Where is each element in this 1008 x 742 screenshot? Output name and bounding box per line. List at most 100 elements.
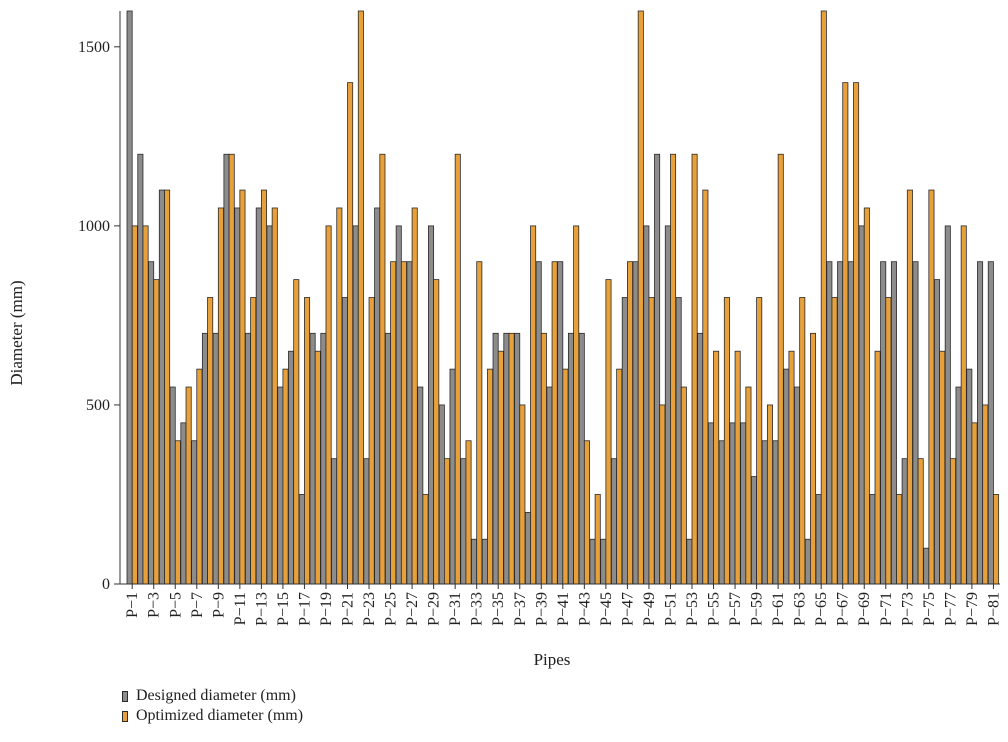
x-tick-label-41: P−41 [555, 592, 572, 626]
designed-bar-70 [869, 494, 876, 585]
optimized-bar-54 [702, 189, 709, 585]
optimized-bar-70 [874, 350, 881, 585]
x-tick-label-61: P−61 [770, 592, 787, 626]
optimized-bar-17 [304, 297, 311, 585]
x-tick-label-37: P−37 [512, 592, 529, 626]
designed-bar-40 [546, 386, 553, 585]
designed-bar-16 [288, 350, 295, 585]
designed-bar-30 [438, 404, 445, 585]
x-tick-label-13: P−13 [253, 592, 270, 626]
legend-item-optimized: Optimized diameter (mm) [122, 706, 303, 726]
designed-bar-23 [363, 458, 370, 585]
x-tick-label-47: P−47 [619, 592, 636, 626]
x-tick-label-35: P−35 [490, 592, 507, 626]
optimized-bar-53 [691, 153, 698, 585]
designed-bar-7 [191, 440, 198, 585]
optimized-bar-26 [400, 261, 407, 585]
optimized-bar-64 [810, 332, 817, 585]
designed-bar-9 [212, 332, 219, 585]
optimized-bar-43 [583, 440, 590, 585]
y-tick-label-0: 0 [102, 576, 110, 593]
designed-bar-67 [837, 261, 844, 585]
optimized-bar-47 [627, 261, 634, 585]
designed-bar-71 [880, 261, 887, 585]
optimized-bar-38 [530, 225, 537, 585]
optimized-bar-59 [756, 297, 763, 585]
designed-bar-75 [923, 547, 930, 585]
designed-bar-55 [707, 422, 714, 585]
x-tick-label-31: P−31 [447, 592, 464, 626]
designed-bar-60 [761, 440, 768, 585]
designed-bar-61 [772, 440, 779, 585]
designed-bar-29 [428, 225, 435, 585]
designed-bar-4 [158, 189, 165, 585]
optimized-bar-11 [239, 189, 246, 585]
optimized-bar-18 [314, 350, 321, 585]
optimized-bar-72 [896, 494, 903, 585]
designed-bar-41 [557, 261, 564, 585]
designed-bar-37 [514, 332, 521, 585]
designed-bar-43 [578, 332, 585, 585]
designed-bar-76 [934, 279, 941, 585]
designed-bar-11 [234, 207, 241, 585]
optimized-bar-27 [411, 207, 418, 585]
designed-bar-81 [987, 261, 994, 585]
x-tick-label-11: P−11 [232, 592, 249, 625]
x-tick-label-81: P−81 [985, 592, 1002, 626]
designed-bar-36 [503, 332, 510, 585]
legend-label-designed: Designed diameter (mm) [136, 687, 296, 704]
designed-bar-39 [535, 261, 542, 585]
designed-bar-46 [611, 458, 618, 585]
optimized-bar-22 [357, 10, 364, 585]
designed-bar-66 [826, 261, 833, 585]
optimized-bar-60 [766, 404, 773, 585]
optimized-bar-20 [336, 207, 343, 585]
x-tick-label-33: P−33 [469, 592, 486, 626]
designed-bar-12 [245, 332, 252, 585]
designed-bar-44 [589, 538, 596, 585]
designed-bar-17 [298, 494, 305, 585]
optimized-bar-81 [993, 494, 1000, 585]
optimized-bar-39 [540, 332, 547, 585]
optimized-bar-80 [982, 404, 989, 585]
x-tick-label-59: P−59 [749, 592, 766, 626]
optimized-bar-68 [853, 82, 860, 585]
x-tick-label-17: P−17 [296, 592, 313, 626]
designed-bar-65 [815, 494, 822, 585]
optimized-bar-6 [185, 386, 192, 585]
optimized-bar-37 [519, 404, 526, 585]
optimized-bar-12 [250, 297, 257, 585]
optimized-bar-2 [142, 225, 149, 585]
x-tick-label-57: P−57 [727, 592, 744, 626]
designed-bar-2 [137, 153, 144, 585]
optimized-bar-49 [648, 297, 655, 585]
y-tick-label-1500: 1500 [78, 39, 110, 56]
optimized-bar-52 [680, 386, 687, 585]
optimized-bar-77 [949, 458, 956, 585]
designed-bar-78 [955, 386, 962, 585]
x-tick-label-29: P−29 [426, 592, 443, 626]
optimized-bar-33 [476, 261, 483, 585]
optimized-bar-9 [217, 207, 224, 585]
optimized-bar-1 [131, 225, 138, 585]
optimized-bar-14 [271, 207, 278, 585]
designed-bar-77 [944, 225, 951, 585]
x-tick-label-73: P−73 [899, 592, 916, 626]
optimized-bar-21 [347, 82, 354, 585]
x-tick-label-9: P−9 [210, 592, 227, 618]
optimized-bar-13 [260, 189, 267, 585]
optimized-bar-76 [939, 350, 946, 585]
optimized-bar-58 [745, 386, 752, 585]
optimized-bar-65 [820, 10, 827, 585]
optimized-bar-75 [928, 189, 935, 585]
optimized-bar-16 [293, 279, 300, 585]
optimized-bar-40 [551, 261, 558, 585]
designed-bar-62 [783, 368, 790, 585]
optimized-bar-50 [659, 404, 666, 585]
optimized-bar-10 [228, 153, 235, 585]
designed-bar-45 [600, 538, 607, 585]
x-tick-label-77: P−77 [942, 592, 959, 626]
optimized-bar-56 [723, 297, 730, 585]
designed-bar-28 [417, 386, 424, 585]
